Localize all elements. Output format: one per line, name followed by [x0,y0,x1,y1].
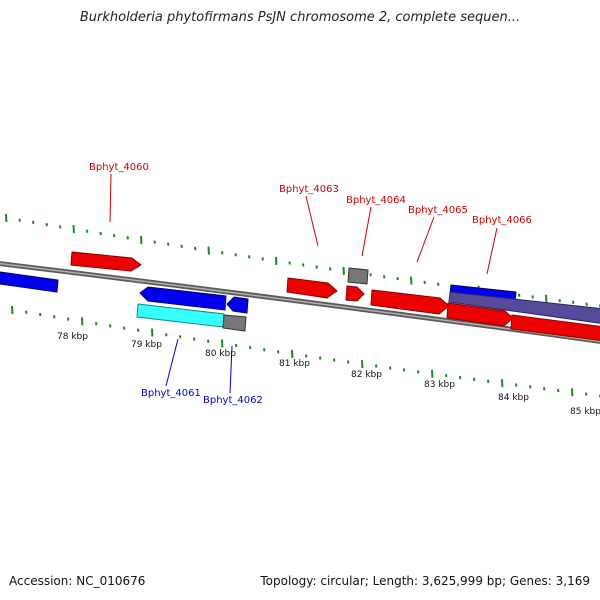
scale-label: 79 kbp [131,340,162,350]
scale-label: 80 kbp [205,349,236,359]
feature-right-reverse[interactable] [448,284,600,324]
gene-label-leaders [109,173,498,394]
scale-labels: 78 kbp 79 kbp 80 kbp 81 kbp 82 kbp 83 kbp 84 k… [57,332,600,417]
topology-text: Topology: circular; Length: 3,625,999 bp… [260,574,590,588]
scale-label: 83 kbp [424,380,455,390]
gene-bphyt-4061[interactable] [139,286,227,311]
gene-bphyt-4062[interactable] [226,296,249,314]
gene-bphyt-4065[interactable] [370,289,514,327]
scale-label: 81 kbp [279,359,310,369]
gene-label[interactable]: Bphyt_4066 [472,215,532,226]
gene-label-leader [361,206,372,257]
gene-label[interactable]: Bphyt_4060 [89,162,149,173]
scale-label: 84 kbp [498,393,529,403]
gene-bphyt-4064[interactable] [345,285,365,302]
scale-label: 78 kbp [57,332,88,342]
gene-label-leader [486,227,498,275]
gene-label[interactable]: Bphyt_4065 [408,205,468,216]
gene-label[interactable]: Bphyt_4062 [203,395,263,406]
gene-label-leader [305,195,319,247]
gene-bphyt-4060[interactable] [70,251,142,272]
scale-label: 85 kbp [570,407,600,417]
gene-bphyt-4066[interactable] [510,314,600,341]
gene-label-leader [109,173,112,223]
gene-bphyt-4064-gray[interactable] [347,267,369,285]
accession-text: Accession: NC_010676 [9,574,146,588]
inner-tick-track [11,305,600,398]
gene-label-leader [165,338,179,387]
cds-bphyt-4062[interactable] [222,314,247,332]
gene-label[interactable]: Bphyt_4063 [279,184,339,195]
map-title: Burkholderia phytofirmans PsJN chromosom… [79,10,521,25]
gene-label-leader [416,216,435,263]
feature-left-reverse[interactable] [0,271,59,293]
scale-label: 82 kbp [351,370,382,380]
gene-bphyt-4063[interactable] [286,277,338,299]
gene-label-leader [229,345,233,394]
gene-label[interactable]: Bphyt_4064 [346,195,406,206]
gene-label[interactable]: Bphyt_4061 [141,388,201,399]
